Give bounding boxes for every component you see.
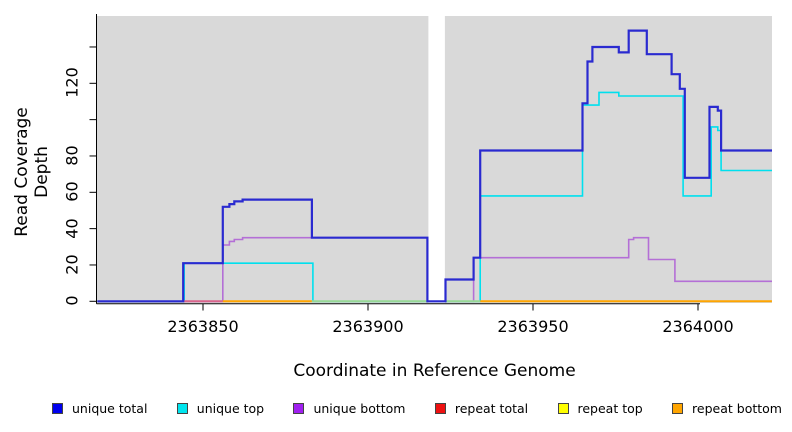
legend-label: unique top [196, 400, 265, 416]
chart-legend: unique total unique top unique bottom repea… [52, 399, 782, 417]
legend-swatch-icon [557, 402, 569, 414]
legend-label: repeat top [577, 400, 643, 416]
legend-swatch-icon [672, 402, 684, 414]
legend-item-repeat-bottom: repeat bottom [672, 401, 782, 416]
legend-swatch-icon [293, 402, 305, 414]
legend-item-unique-total: unique total [52, 401, 147, 416]
x-tick-label: 2363950 [497, 317, 569, 336]
legend-label: repeat bottom [692, 400, 782, 416]
series-line-unique-total [97, 29, 772, 303]
legend-label: unique total [72, 400, 148, 416]
legend-item-repeat-top: repeat top [557, 400, 643, 416]
x-tick-label: 2363850 [167, 317, 239, 336]
legend-swatch-icon [434, 402, 446, 414]
y-tick-label: 80 [62, 145, 82, 166]
legend-item-unique-top: unique top [176, 400, 265, 416]
legend-label: unique bottom [313, 400, 406, 416]
y-axis-title: Read Coverage Depth [12, 107, 52, 237]
x-tick-label: 2364000 [662, 317, 734, 336]
legend-item-repeat-total: repeat total [434, 400, 529, 416]
masked-region [428, 16, 445, 303]
x-axis-title: Coordinate in Reference Genome [293, 361, 576, 381]
legend-label: repeat total [454, 400, 529, 416]
x-tick-label: 2363900 [332, 317, 404, 336]
series-line-unique-top [97, 91, 772, 303]
legend-item-unique-bottom: unique bottom [293, 400, 406, 416]
legend-swatch-icon [176, 402, 188, 414]
y-tick-label: 120 [62, 67, 82, 99]
legend-swatch-icon [52, 402, 63, 414]
